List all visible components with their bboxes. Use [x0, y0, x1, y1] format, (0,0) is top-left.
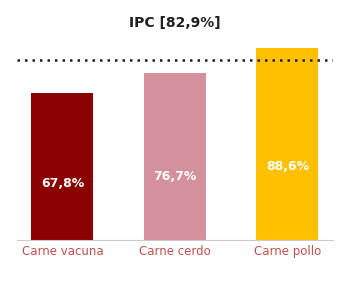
Text: 67,8%: 67,8%	[41, 177, 84, 190]
Bar	[144, 74, 206, 240]
Text: 76,7%: 76,7%	[153, 170, 197, 183]
Title: IPC [82,9%]: IPC [82,9%]	[129, 16, 221, 30]
Bar	[257, 48, 318, 240]
Text: 88,6%: 88,6%	[266, 160, 309, 173]
Bar	[32, 93, 93, 240]
